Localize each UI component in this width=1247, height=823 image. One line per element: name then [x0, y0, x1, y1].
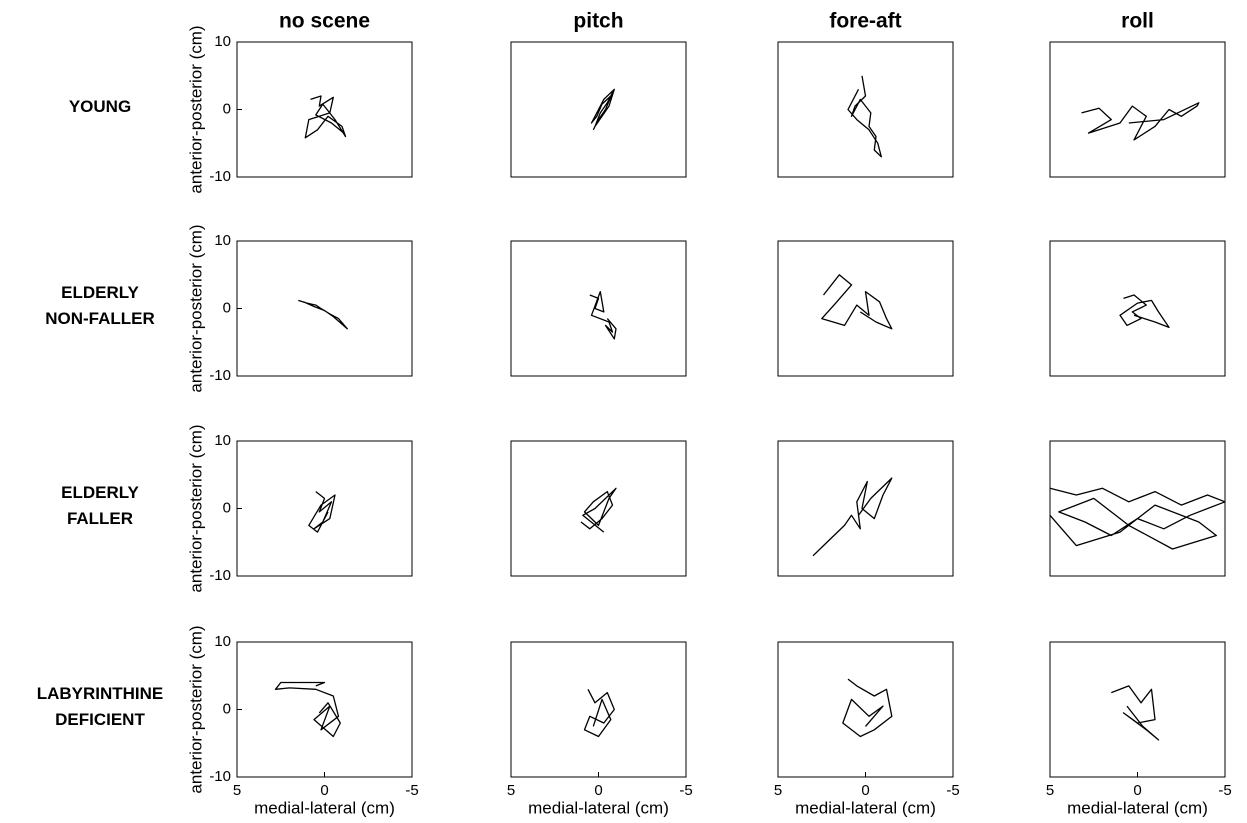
panel-frame: [236, 440, 413, 577]
y-tick-label: 10: [214, 33, 231, 50]
panel-frame: [510, 240, 687, 377]
trajectory: [583, 689, 615, 738]
x-tick-label: -5: [946, 782, 959, 799]
y-tick-label: 0: [223, 499, 231, 516]
y-tick-label: 10: [214, 432, 231, 449]
trajectory: [812, 477, 893, 557]
y-axis-label: anterior-posterior (cm): [186, 25, 205, 193]
trajectory: [847, 75, 882, 158]
trajectory: [304, 95, 347, 139]
y-tick-label: -10: [209, 768, 231, 785]
x-tick-label: -5: [679, 782, 692, 799]
trajectory: [308, 491, 336, 533]
panel-frame: [1049, 240, 1226, 377]
panel-frame: [777, 240, 954, 377]
x-tick-label: 0: [320, 782, 328, 799]
trajectory: [842, 678, 893, 738]
row-label: ELDERLY: [61, 483, 139, 502]
x-tick-label: 5: [507, 782, 515, 799]
column-title: pitch: [573, 10, 623, 33]
x-tick-label: 5: [1046, 782, 1054, 799]
trajectory: [580, 487, 617, 533]
panel-frame: [777, 41, 954, 178]
panel-frame: [236, 41, 413, 178]
y-tick-label: -10: [209, 367, 231, 384]
row-label: LABYRINTHINE: [37, 684, 164, 703]
column-title: no scene: [279, 10, 370, 33]
trajectory: [274, 681, 341, 738]
x-tick-label: 5: [233, 782, 241, 799]
panel-frame: [1049, 41, 1226, 178]
x-axis-label: medial-lateral (cm): [795, 798, 936, 817]
trajectory: [821, 274, 893, 330]
y-axis-label: anterior-posterior (cm): [186, 625, 205, 793]
x-tick-label: -5: [1218, 782, 1231, 799]
y-tick-label: 10: [214, 232, 231, 249]
column-title: fore-aft: [829, 10, 901, 33]
y-tick-label: 10: [214, 633, 231, 650]
y-tick-label: -10: [209, 567, 231, 584]
panel-frame: [1049, 641, 1226, 778]
panel-frame: [777, 440, 954, 577]
trajectory: [1119, 294, 1170, 329]
panel-frame: [510, 440, 687, 577]
trajectory: [298, 299, 348, 330]
y-tick-label: 0: [223, 100, 231, 117]
x-tick-label: -5: [405, 782, 418, 799]
y-axis-label: anterior-posterior (cm): [186, 224, 205, 392]
x-tick-label: 0: [594, 782, 602, 799]
trajectory: [1111, 685, 1160, 741]
y-axis-label: anterior-posterior (cm): [186, 424, 205, 592]
trajectory: [590, 88, 615, 131]
panel-frame: [236, 641, 413, 778]
row-label: NON-FALLER: [45, 309, 155, 328]
y-tick-label: 0: [223, 700, 231, 717]
panel-frame: [777, 641, 954, 778]
x-axis-label: medial-lateral (cm): [1067, 798, 1208, 817]
trajectory: [1049, 487, 1226, 550]
trajectory: [589, 290, 617, 340]
row-label: DEFICIENT: [55, 710, 145, 729]
column-title: roll: [1121, 10, 1154, 33]
x-tick-label: 0: [861, 782, 869, 799]
y-tick-label: -10: [209, 168, 231, 185]
x-tick-label: 5: [774, 782, 782, 799]
panel-frame: [510, 41, 687, 178]
row-label: FALLER: [67, 509, 133, 528]
x-tick-label: 0: [1133, 782, 1141, 799]
y-tick-label: 0: [223, 299, 231, 316]
x-axis-label: medial-lateral (cm): [254, 798, 395, 817]
panel-frame: [1049, 440, 1226, 577]
row-label: YOUNG: [69, 97, 131, 116]
row-label: ELDERLY: [61, 283, 139, 302]
x-axis-label: medial-lateral (cm): [528, 798, 669, 817]
trajectory: [1081, 102, 1200, 141]
panel-frame: [236, 240, 413, 377]
